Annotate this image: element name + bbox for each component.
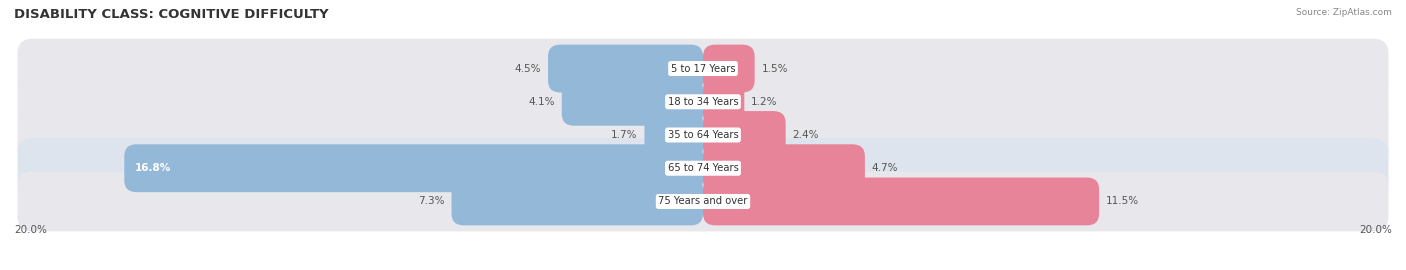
FancyBboxPatch shape (562, 78, 703, 126)
Text: 7.3%: 7.3% (418, 197, 444, 207)
FancyBboxPatch shape (17, 138, 1389, 198)
FancyBboxPatch shape (548, 45, 703, 92)
Text: 1.7%: 1.7% (612, 130, 637, 140)
FancyBboxPatch shape (703, 78, 744, 126)
Text: 5 to 17 Years: 5 to 17 Years (671, 63, 735, 73)
FancyBboxPatch shape (451, 178, 703, 225)
FancyBboxPatch shape (17, 105, 1389, 165)
Text: 2.4%: 2.4% (793, 130, 820, 140)
Text: 4.7%: 4.7% (872, 163, 898, 173)
Text: 11.5%: 11.5% (1107, 197, 1139, 207)
FancyBboxPatch shape (124, 144, 703, 192)
Text: Source: ZipAtlas.com: Source: ZipAtlas.com (1296, 8, 1392, 17)
Text: 20.0%: 20.0% (1360, 225, 1392, 235)
Text: 18 to 34 Years: 18 to 34 Years (668, 97, 738, 107)
FancyBboxPatch shape (17, 39, 1389, 99)
Text: 75 Years and over: 75 Years and over (658, 197, 748, 207)
FancyBboxPatch shape (703, 111, 786, 159)
Text: 1.2%: 1.2% (751, 97, 778, 107)
Text: 4.1%: 4.1% (529, 97, 555, 107)
FancyBboxPatch shape (703, 144, 865, 192)
FancyBboxPatch shape (644, 111, 703, 159)
FancyBboxPatch shape (17, 72, 1389, 132)
Text: 65 to 74 Years: 65 to 74 Years (668, 163, 738, 173)
Text: 16.8%: 16.8% (135, 163, 172, 173)
Text: DISABILITY CLASS: COGNITIVE DIFFICULTY: DISABILITY CLASS: COGNITIVE DIFFICULTY (14, 8, 329, 21)
FancyBboxPatch shape (703, 178, 1099, 225)
FancyBboxPatch shape (17, 171, 1389, 231)
Text: 35 to 64 Years: 35 to 64 Years (668, 130, 738, 140)
Text: 4.5%: 4.5% (515, 63, 541, 73)
Text: 20.0%: 20.0% (14, 225, 46, 235)
Text: 1.5%: 1.5% (762, 63, 787, 73)
FancyBboxPatch shape (703, 45, 755, 92)
